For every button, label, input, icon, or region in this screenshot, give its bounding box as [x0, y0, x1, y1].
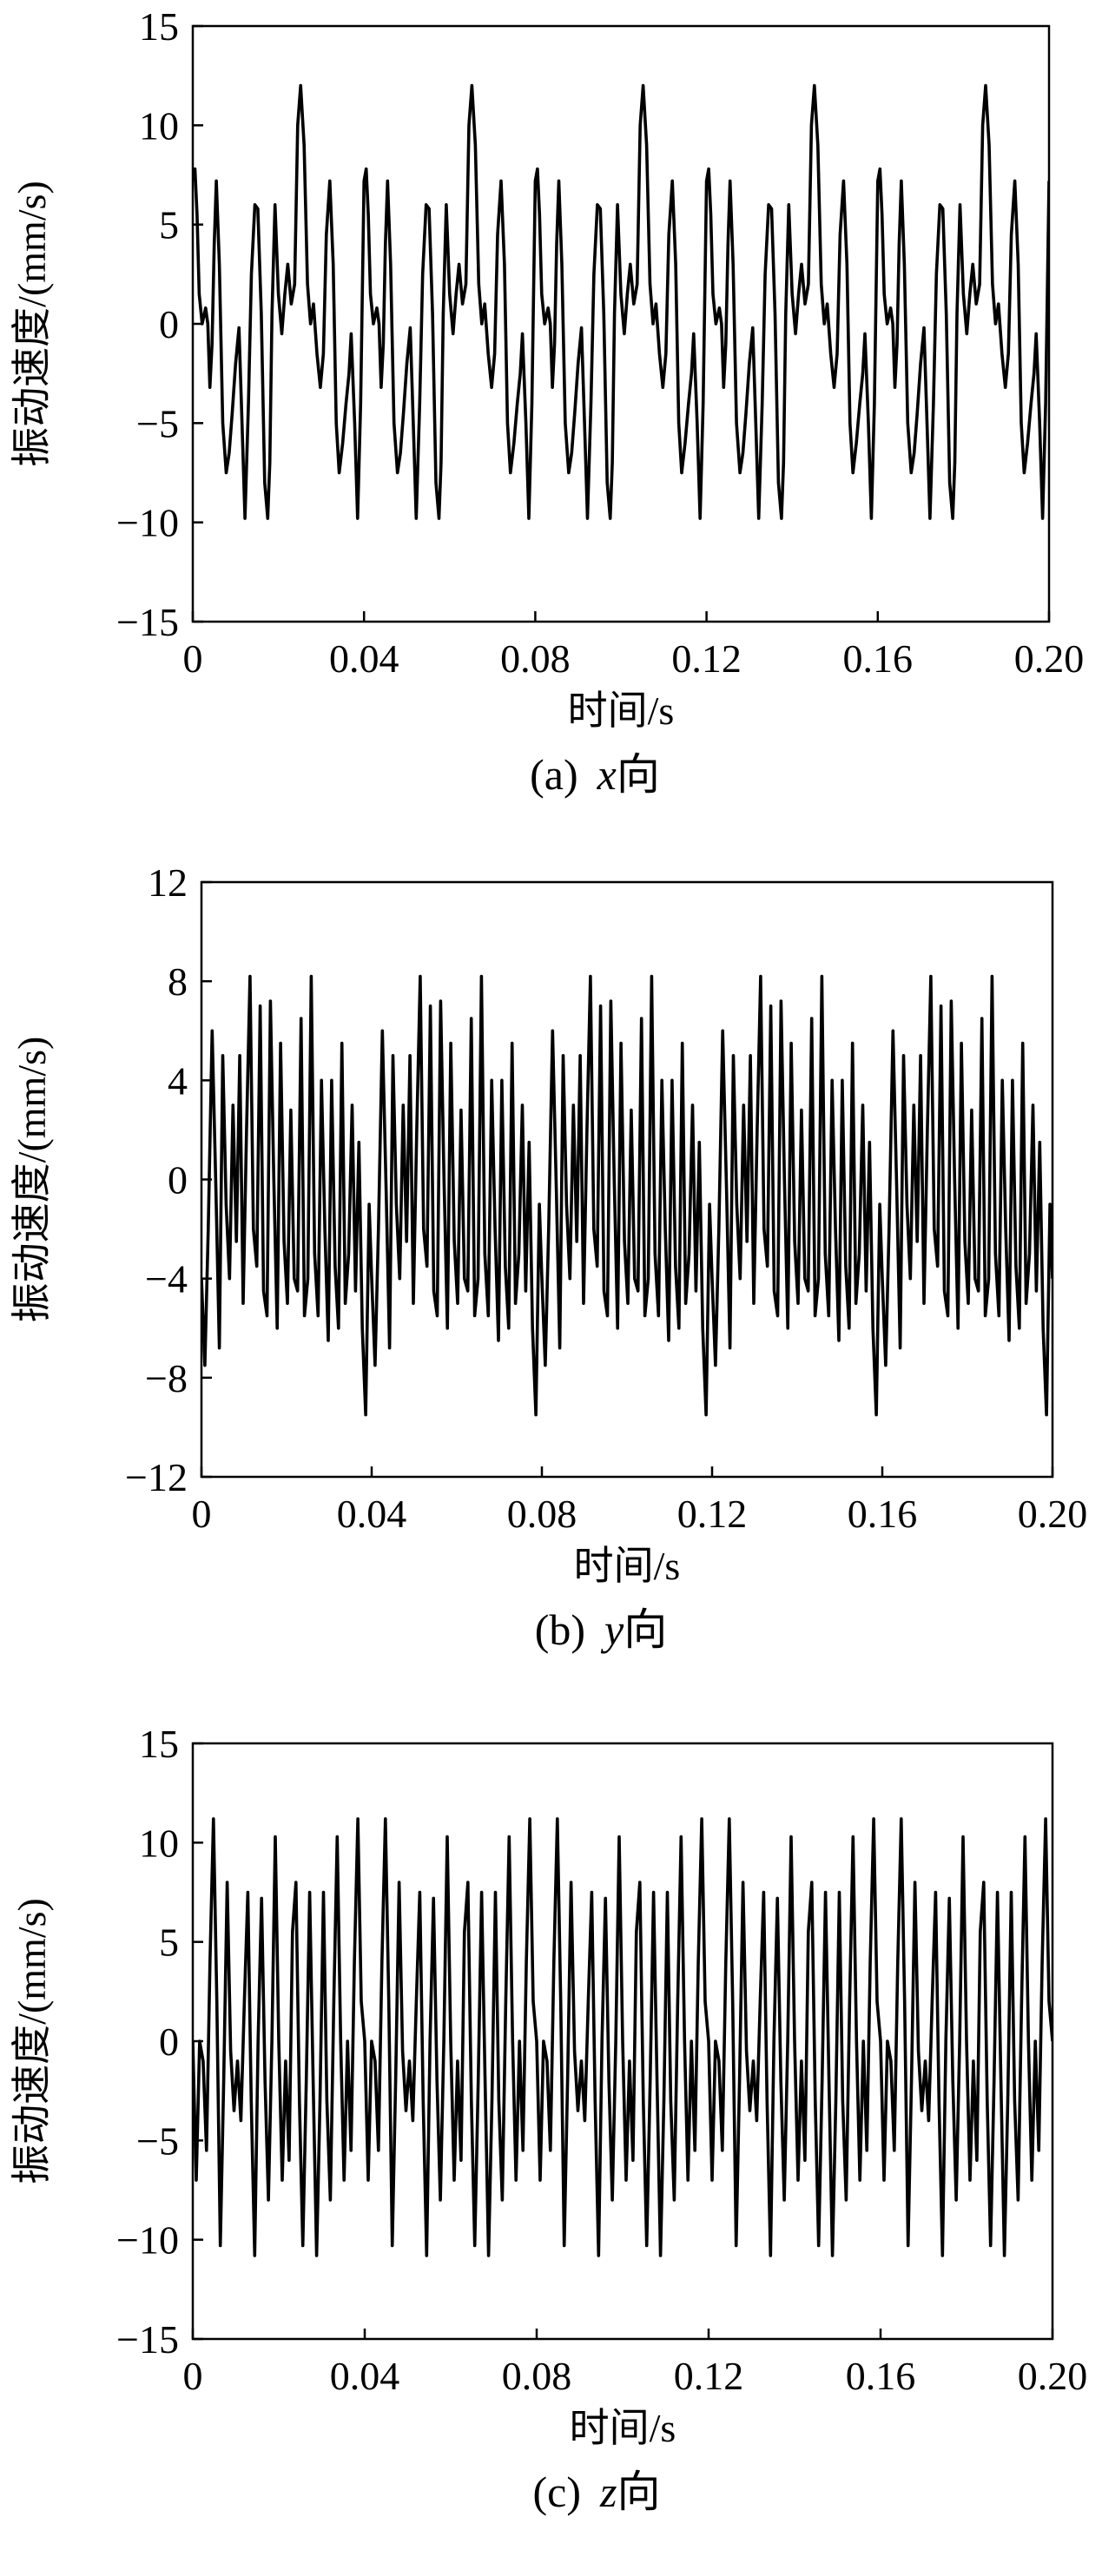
y-tick-label-z: 10 [139, 1821, 179, 1865]
x-tick-label-x: 0.12 [671, 636, 742, 681]
series-line-x [193, 83, 1049, 520]
series-line-y [201, 974, 1053, 1417]
caption-x: (a) x向 [530, 750, 660, 799]
x-tick-label-x: 0.16 [843, 636, 914, 681]
x-tick-label-x: 0.08 [500, 636, 571, 681]
y-tick-label-x: −15 [116, 600, 179, 644]
y-tick-label-y: 0 [168, 1158, 188, 1202]
y-tick-label-x: −5 [136, 401, 179, 445]
y-tick-label-x: 0 [159, 302, 179, 346]
caption-suffix-z: 向 [617, 2467, 660, 2516]
x-tick-label-z: 0.20 [1018, 2354, 1088, 2398]
x-tick-label-z: 0.04 [330, 2354, 400, 2398]
caption-suffix-x: 向 [617, 750, 660, 799]
y-axis-title-x: 振动速度/(mm/s) [10, 181, 54, 467]
x-tick-label-y: 0.04 [337, 1492, 407, 1536]
y-tick-label-y: 8 [168, 959, 188, 1004]
caption-prefix-y: (b) [535, 1605, 585, 1654]
caption-z: (c) z向 [533, 2467, 661, 2516]
y-tick-label-x: 15 [139, 4, 179, 49]
y-tick-label-y: 4 [168, 1058, 188, 1103]
x-tick-label-z: 0.08 [502, 2354, 572, 2398]
y-axis-title-z: 振动速度/(mm/s) [10, 1898, 54, 2184]
y-tick-label-z: 5 [159, 1920, 179, 1965]
caption-prefix-x: (a) [530, 750, 578, 799]
caption-prefix-z: (c) [533, 2467, 582, 2516]
y-tick-label-z: 15 [139, 1722, 179, 1766]
x-tick-label-z: 0 [183, 2354, 203, 2398]
caption-var-x: x [597, 750, 617, 799]
caption-var-z: z [599, 2467, 617, 2516]
y-tick-label-x: 10 [139, 103, 179, 148]
y-tick-label-y: −4 [145, 1257, 188, 1301]
y-tick-label-z: 0 [159, 2019, 179, 2064]
y-tick-label-z: −15 [116, 2317, 179, 2362]
x-tick-label-y: 0 [192, 1492, 212, 1536]
x-tick-label-z: 0.16 [846, 2354, 916, 2398]
y-tick-label-y: 12 [148, 860, 188, 905]
caption-suffix-y: 向 [624, 1605, 667, 1654]
y-axis-title-y: 振动速度/(mm/s) [10, 1037, 54, 1323]
x-axis-title-y: 时间/s [574, 1544, 681, 1588]
plot-frame-x [191, 24, 1051, 623]
x-tick-label-x: 0 [183, 636, 203, 681]
x-tick-label-x: 0.20 [1014, 636, 1085, 681]
caption-var-y: y [600, 1605, 624, 1654]
y-tick-label-x: 5 [159, 203, 179, 247]
x-tick-label-z: 0.12 [674, 2354, 744, 2398]
y-tick-label-x: −10 [116, 501, 179, 545]
caption-y: (b) y向 [535, 1605, 668, 1654]
x-axis-title-x: 时间/s [568, 688, 675, 733]
y-tick-label-y: −12 [125, 1455, 188, 1499]
y-tick-label-y: −8 [145, 1356, 188, 1400]
series-line-z [193, 1817, 1053, 2257]
x-tick-label-y: 0.12 [677, 1492, 748, 1536]
x-tick-label-y: 0.16 [848, 1492, 918, 1536]
y-tick-label-z: −10 [116, 2218, 179, 2263]
x-tick-label-y: 0.08 [507, 1492, 577, 1536]
x-tick-label-x: 0.04 [329, 636, 399, 681]
y-tick-label-z: −5 [136, 2118, 179, 2163]
x-axis-title-z: 时间/s [570, 2406, 676, 2450]
x-tick-label-y: 0.20 [1018, 1492, 1088, 1536]
